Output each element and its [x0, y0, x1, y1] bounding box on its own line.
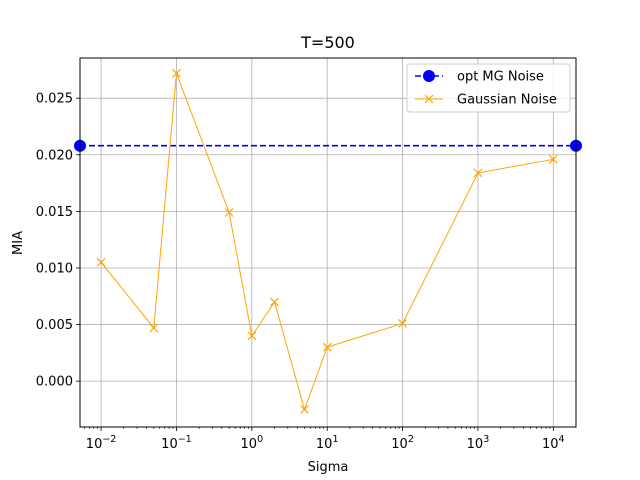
y-tick-label: 0.025 [36, 92, 73, 107]
x-tick-label-exponent: 4 [559, 434, 565, 445]
legend: opt MG Noise Gaussian Noise [406, 63, 571, 113]
grid [80, 58, 576, 427]
x-tick-label-base: 10 [86, 437, 103, 452]
marker-point [96, 257, 106, 267]
x-tick-label: 103 [467, 434, 490, 452]
x-tick-label-base: 10 [391, 437, 408, 452]
x-tick-label-exponent: 1 [332, 434, 338, 445]
x-tick-label-base: 10 [161, 437, 178, 452]
y-tick-label: 0.020 [36, 148, 73, 163]
marker-legend [423, 70, 435, 82]
x-tick-label-exponent: 0 [257, 434, 263, 445]
chart-title: T=500 [300, 33, 355, 52]
x-tick-label-exponent: −1 [178, 434, 192, 445]
series-gaussian-noise [96, 68, 558, 414]
x-tick-label-exponent: −2 [102, 434, 116, 445]
legend-box [406, 63, 571, 113]
x-tick-label-base: 10 [542, 437, 559, 452]
axes-frame [79, 57, 577, 428]
y-tick-label: 0.015 [36, 205, 73, 220]
series-opt-mg-noise [74, 139, 582, 152]
legend-label: opt MG Noise [457, 70, 544, 85]
marker-point [398, 319, 407, 328]
y-axis-label: MIA [11, 231, 26, 255]
legend-label: Gaussian Noise [457, 93, 557, 108]
x-tick-label-base: 10 [467, 437, 484, 452]
x-tick-label-exponent: 3 [483, 434, 489, 445]
marker-point [149, 323, 159, 333]
marker-point [473, 168, 483, 178]
x-tick-label-exponent: 2 [408, 434, 414, 445]
x-tick-label-base: 10 [316, 437, 333, 452]
marker-point [322, 342, 332, 352]
x-tick-label: 10−1 [161, 434, 192, 452]
x-tick-label: 102 [391, 434, 414, 452]
marker-point [224, 208, 234, 217]
y-tick-label: 0.000 [36, 375, 73, 390]
x-axis-label: Sigma [308, 460, 349, 475]
x-tick-label: 100 [241, 434, 264, 452]
marker-legend [424, 94, 434, 104]
x-tick-label-base: 10 [241, 437, 258, 452]
marker-point [300, 405, 309, 414]
marker-point [548, 154, 558, 164]
x-tick-label: 104 [542, 434, 565, 452]
y-tick-label: 0.010 [36, 261, 73, 276]
y-tick-label: 0.005 [36, 318, 73, 333]
x-tick-label: 10−2 [86, 434, 117, 452]
marker-point [172, 68, 181, 78]
marker-point [270, 297, 279, 307]
plot-area [74, 68, 582, 414]
marker-point [247, 331, 257, 341]
ticks: 10−2 10−1 100 101 102 103 1040.0000.0050.0100.… [36, 92, 565, 452]
x-tick-label: 101 [316, 434, 339, 452]
